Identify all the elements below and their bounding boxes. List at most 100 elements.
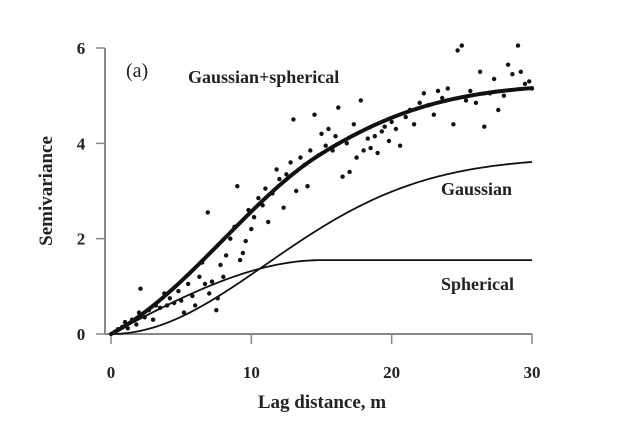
data-point [186,281,191,287]
data-point [323,143,328,148]
data-point [347,169,352,175]
data-point [340,174,345,179]
data-point [455,48,460,53]
data-point [358,98,363,103]
data-point [235,184,240,189]
data-point [221,274,226,279]
data-point [228,236,233,241]
data-point [240,250,246,256]
data-point [375,150,380,156]
data-point [291,117,296,122]
data-point [284,172,289,177]
data-point [218,262,223,268]
data-point [197,274,202,279]
data-point [372,134,377,139]
data-point [393,126,399,132]
spherical-curve [110,259,532,335]
data-point [134,322,139,327]
data-point [214,308,219,313]
data-point [294,188,299,194]
data-point [496,107,501,113]
data-point [344,141,349,146]
data-point [365,136,370,141]
x-tick-label: 10 [243,363,260,382]
y-tick-label: 4 [77,134,86,153]
data-point [389,119,394,125]
x-tick-label: 30 [524,363,541,382]
panel-label: (a) [126,60,148,82]
data-point [354,155,359,160]
data-point [274,167,279,172]
data-point [336,105,341,110]
data-point [319,131,324,136]
data-point [207,291,212,296]
data-point [312,112,317,117]
data-point [459,43,464,48]
data-point [167,296,173,301]
data-point [249,226,254,232]
model-curves [109,86,534,336]
data-point [223,253,229,258]
data-point [205,210,210,215]
data-point [305,184,310,189]
data-point [326,126,331,132]
data-point [266,219,271,225]
data-point [397,143,403,148]
data-point [482,124,487,129]
y-axis-title: Semivariance [36,136,57,246]
data-point [463,98,469,103]
axes [104,48,532,335]
data-point [308,148,313,153]
label-gaussian: Gaussian [441,179,512,199]
gaussian-curve [110,161,533,335]
data-point [368,145,373,151]
data-point [386,138,392,144]
data-point [403,114,408,120]
data-point [445,86,450,91]
data-point [431,112,436,117]
data-point [417,100,422,106]
data-point [515,43,521,48]
gaussian-spherical-curve [109,86,534,336]
data-point [351,122,356,127]
data-point [251,215,257,220]
data-point [473,100,479,106]
data-point [243,238,248,244]
axis-ticks: 0 2 4 6 0 10 20 30 [77,39,541,382]
data-point [379,129,384,134]
data-point [277,176,282,182]
data-point [477,69,483,75]
data-point [440,95,445,101]
data-point [150,317,156,322]
data-point [209,279,215,284]
label-spherical: Spherical [441,274,514,294]
data-point [505,62,511,67]
data-point [193,303,198,308]
y-tick-label: 2 [77,230,86,249]
data-point [510,72,515,77]
label-gaussian-spherical: Gaussian+spherical [188,67,339,87]
data-point [298,155,303,160]
data-point [281,205,286,210]
data-point [256,195,261,201]
y-tick-label: 0 [77,325,86,344]
data-point [333,134,338,139]
data-point [501,93,507,98]
data-point [176,288,181,294]
x-tick-label: 0 [107,363,116,382]
data-point [411,122,417,127]
data-point [138,286,143,291]
y-tick-label: 6 [77,39,86,58]
data-point [181,310,187,315]
data-point [263,186,268,191]
x-axis-title: Lag distance, m [258,392,386,413]
data-point [237,257,243,263]
data-point [522,81,528,87]
data-point [435,88,441,94]
data-point [491,76,497,82]
data-point [190,293,195,299]
data-point [468,88,473,94]
data-point [421,91,427,96]
x-tick-label: 20 [383,363,400,382]
data-point [361,148,366,153]
